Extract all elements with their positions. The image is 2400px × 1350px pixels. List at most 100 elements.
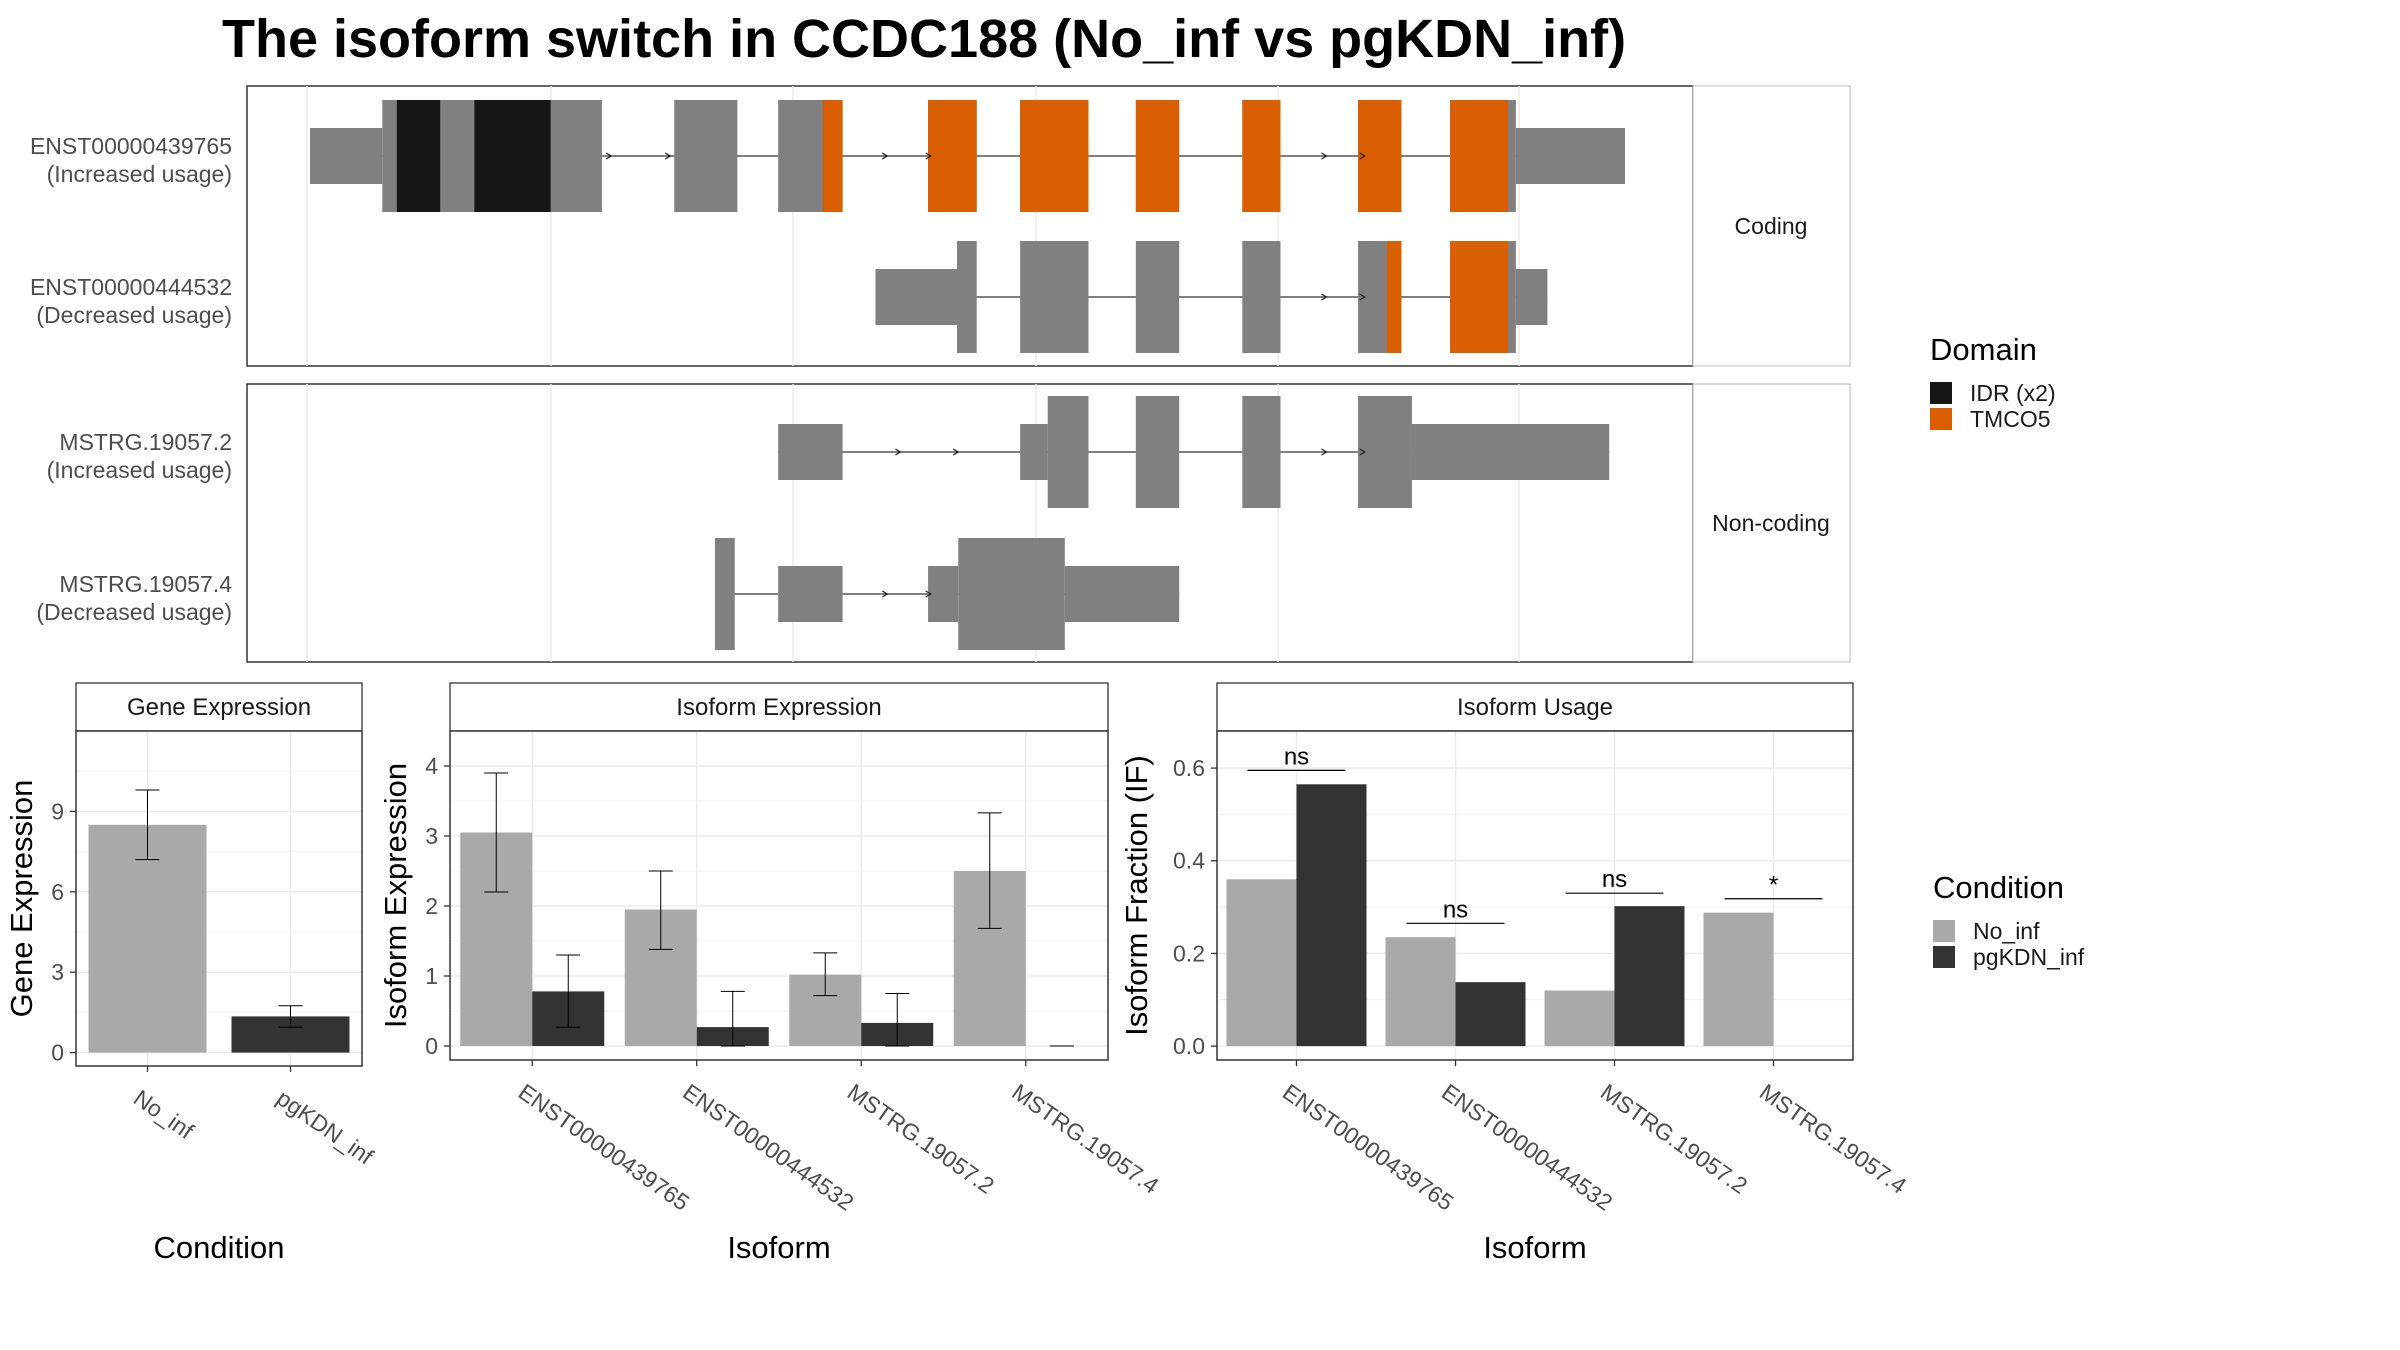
strand-arrow	[1359, 293, 1366, 301]
bar	[1385, 937, 1456, 1047]
significance-label: ns	[1284, 743, 1309, 770]
x-tick-label: ENST00000439765	[514, 1079, 694, 1216]
exon	[1047, 396, 1089, 508]
exon	[1358, 396, 1412, 508]
transcript-name: ENST00000439765	[30, 133, 232, 159]
transcript-usage: (Decreased usage)	[36, 302, 232, 328]
tmco5-domain	[1450, 100, 1508, 212]
y-tick-label: 6	[51, 879, 64, 905]
transcript-usage: (Increased usage)	[47, 457, 232, 483]
tmco5-domain	[1242, 100, 1281, 212]
y-tick-label: 1	[425, 963, 438, 989]
condition-legend-key	[1933, 920, 1955, 942]
facet-strip	[1692, 383, 1851, 663]
legends: Domain IDR (x2)TMCO5 Condition No_infpgKDN_…	[1930, 332, 2085, 970]
panel-title: Gene Expression	[127, 694, 311, 721]
idr-domain	[396, 100, 441, 212]
bar	[1296, 784, 1367, 1047]
isoform-usage-panel: Isoform Usage 0.0 0.2 0.4 0.6 ns ns ns * ENST0000…	[1119, 682, 1911, 1265]
strand-arrow	[1321, 448, 1328, 456]
exon	[778, 424, 843, 480]
x-tick-label: ENST00000444532	[678, 1079, 858, 1216]
condition-legend-label: pgKDN_inf	[1973, 944, 2085, 970]
exon	[928, 566, 959, 622]
exon	[715, 538, 735, 650]
x-tick-label: MSTRG.19057.2	[1596, 1079, 1752, 1199]
strand-arrow	[925, 152, 932, 160]
panel-border	[75, 730, 363, 1067]
transcript-usage: (Decreased usage)	[36, 599, 232, 625]
domain-legend-title: Domain	[1930, 332, 2037, 367]
x-tick-label: pgKDN_inf	[272, 1085, 379, 1170]
y-tick-label: 0.4	[1173, 848, 1205, 874]
exon	[674, 100, 738, 212]
tmco5-domain	[1020, 100, 1089, 212]
panel-title: Isoform Expression	[676, 694, 881, 721]
panel-strip	[1216, 682, 1854, 732]
y-tick-label: 0	[51, 1040, 64, 1066]
y-tick-label: 0.2	[1173, 940, 1205, 966]
significance-label: *	[1769, 872, 1778, 899]
strand-arrow	[1321, 152, 1328, 160]
y-tick-label: 9	[51, 798, 64, 824]
facet-strip-label: Coding	[1735, 213, 1808, 239]
transcript-name: MSTRG.19057.2	[59, 429, 232, 455]
condition-legend-label: No_inf	[1973, 918, 2040, 944]
domain-legend-label: TMCO5	[1970, 406, 2051, 432]
exon	[1411, 424, 1610, 480]
tmco5-domain	[1386, 241, 1402, 353]
exon	[778, 566, 843, 622]
strand-arrow	[1321, 293, 1328, 301]
condition-legend-title: Condition	[1933, 870, 2064, 905]
domain-legend-key	[1930, 408, 1952, 430]
transcript-usage: (Increased usage)	[47, 161, 232, 187]
x-tick-label: ENST00000444532	[1437, 1079, 1617, 1216]
panel-border	[1216, 730, 1854, 1061]
y-tick-label: 0.0	[1173, 1033, 1205, 1059]
tmco5-domain	[1135, 100, 1180, 212]
x-tick-label: MSTRG.19057.4	[1755, 1079, 1911, 1199]
tmco5-domain	[822, 100, 843, 212]
x-tick-label: ENST00000439765	[1278, 1079, 1458, 1216]
exon	[1135, 241, 1180, 353]
bar	[1226, 879, 1297, 1047]
facet-strip	[1692, 85, 1851, 367]
strand-arrow	[952, 448, 960, 456]
figure-title: The isoform switch in CCDC188 (No_inf vs…	[222, 9, 1627, 69]
strand-arrow	[1359, 448, 1366, 456]
tmco5-domain	[928, 100, 977, 212]
strand-arrow	[1359, 152, 1366, 160]
y-axis-title: Gene Expression	[4, 780, 39, 1018]
exon	[875, 269, 957, 325]
strand-arrow	[881, 152, 889, 160]
exon	[1064, 566, 1180, 622]
transcript-name: MSTRG.19057.4	[59, 571, 232, 597]
exon	[1515, 128, 1625, 184]
significance-label: ns	[1602, 866, 1627, 893]
strand-arrow	[895, 448, 902, 456]
domain-legend-label: IDR (x2)	[1970, 380, 2056, 406]
strand-arrow	[605, 152, 613, 160]
y-axis-title: Isoform Fraction (IF)	[1119, 755, 1154, 1036]
exon	[1515, 269, 1548, 325]
bar	[1703, 912, 1774, 1047]
exon	[1135, 396, 1180, 508]
tmco5-domain	[1450, 241, 1508, 353]
y-tick-label: 4	[425, 753, 438, 779]
exon	[310, 128, 383, 184]
condition-legend-key	[1933, 946, 1955, 968]
exon	[1020, 241, 1089, 353]
strand-arrow	[881, 590, 889, 598]
domain-legend-key	[1930, 382, 1952, 404]
x-axis-title: Isoform	[1483, 1230, 1586, 1265]
y-tick-label: 3	[51, 959, 64, 985]
x-tick-label: No_inf	[129, 1085, 199, 1145]
y-tick-label: 0	[425, 1033, 438, 1059]
panel-title: Isoform Usage	[1457, 694, 1613, 721]
bar	[88, 824, 207, 1053]
x-tick-label: MSTRG.19057.4	[1007, 1079, 1163, 1199]
y-axis-title: Isoform Expression	[378, 763, 413, 1028]
y-tick-label: 0.6	[1173, 755, 1205, 781]
significance-label: ns	[1443, 896, 1468, 923]
bar	[1455, 982, 1526, 1047]
